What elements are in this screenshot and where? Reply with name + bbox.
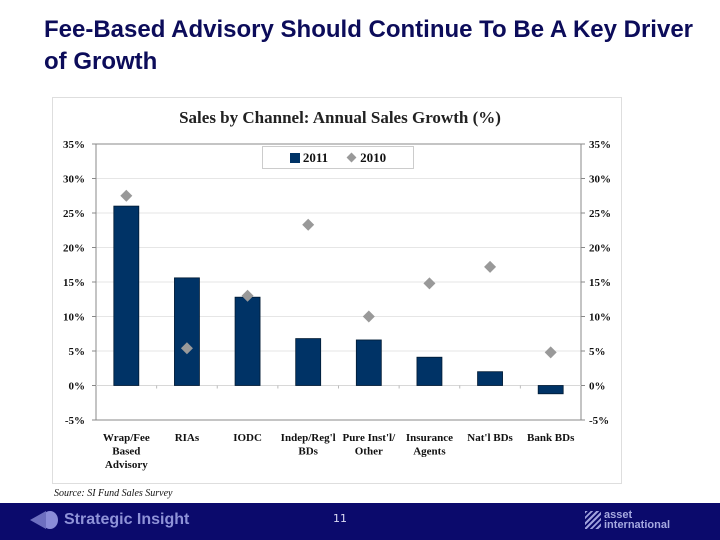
y-tick-label-left: 25%	[63, 208, 85, 220]
marker-2010	[362, 310, 375, 323]
y-tick-label-right: 35%	[589, 139, 611, 151]
marker-2010	[544, 346, 557, 359]
x-category-label: Insurance	[406, 432, 453, 444]
asset-international-logo: asset international	[585, 509, 671, 531]
bar-2011	[295, 338, 322, 386]
bar-2011	[113, 205, 140, 386]
arrow-logo-icon	[30, 511, 46, 529]
y-tick-label-left: 20%	[63, 243, 85, 255]
x-category-label: RIAs	[175, 432, 200, 444]
bar-2011	[416, 356, 443, 386]
marker-2010	[180, 342, 193, 355]
legend-swatch-bar-icon	[289, 152, 300, 163]
bars-2011	[113, 205, 564, 395]
legend-item-2011: 2011	[289, 149, 329, 166]
y-tick-label-left: 5%	[69, 346, 86, 358]
x-category-label: Advisory	[105, 459, 148, 471]
x-category-label: Wrap/Fee	[103, 432, 150, 444]
legend-swatch-diamond-icon	[346, 152, 357, 163]
x-category-label: BDs	[298, 446, 318, 458]
y-tick-label-right: 30%	[589, 174, 611, 186]
bar-2011	[234, 296, 261, 386]
bar-2011	[355, 339, 382, 386]
y-tick-label-right: 10%	[589, 312, 611, 324]
bar-2011	[537, 385, 564, 395]
legend-label-2010: 2010	[360, 149, 387, 165]
y-tick-label-right: 20%	[589, 243, 611, 255]
marker-2010	[120, 189, 133, 202]
chart-legend: 2011 2010	[262, 146, 414, 169]
slide-title: Fee-Based Advisory Should Continue To Be…	[44, 16, 694, 75]
y-tick-label-right: 25%	[589, 208, 611, 220]
disc-logo-icon	[42, 511, 58, 529]
x-category-label: Agents	[413, 446, 446, 458]
legend-item-2010: 2010	[346, 149, 387, 166]
footer-bar: Strategic Insight 11 asset international	[0, 503, 720, 540]
x-category-label: Pure Inst'l/	[342, 432, 396, 444]
source-note: Source: SI Fund Sales Survey	[54, 488, 173, 499]
y-axis-left-labels: 35% 30% 25% 20% 15% 10% 5% 0% -5%	[63, 139, 85, 427]
x-category-label: Nat'l BDs	[467, 432, 513, 444]
x-category-label: IODC	[233, 432, 262, 444]
marker-2010	[241, 289, 254, 302]
bar-2011	[174, 277, 200, 386]
y-axis-right-labels: 35% 30% 25% 20% 15% 10% 5% 0% -5%	[589, 139, 611, 427]
asset-text: asset	[604, 509, 633, 521]
strategic-insight-logo: Strategic Insight	[30, 511, 189, 529]
x-category-label: Based	[112, 446, 140, 458]
y-tick-label-left: -5%	[65, 415, 85, 427]
strategic-insight-text: Strategic Insight	[64, 511, 190, 528]
gridlines	[96, 178, 581, 386]
page-number: 11	[333, 512, 347, 525]
y-tick-label-right: 0%	[589, 381, 606, 393]
marker-2010	[302, 218, 315, 231]
y-tick-label-left: 30%	[63, 174, 85, 186]
international-text: international	[604, 519, 671, 531]
legend-label-2011: 2011	[302, 149, 329, 165]
asset-international-text: asset international	[604, 509, 671, 531]
y-tick-label-right: 15%	[589, 277, 611, 289]
y-tick-label-left: 0%	[69, 381, 86, 393]
marker-2010	[423, 277, 436, 290]
y-tick-label-right: -5%	[589, 415, 609, 427]
marker-2010	[484, 260, 497, 273]
y-tick-label-left: 10%	[63, 312, 85, 324]
ai-logo-icon	[585, 511, 601, 529]
x-category-label: Indep/Reg'l	[281, 432, 336, 444]
x-category-label: Bank BDs	[527, 432, 575, 444]
y-tick-label-right: 5%	[589, 346, 606, 358]
x-category-label: Other	[355, 446, 383, 458]
y-tick-label-left: 35%	[63, 139, 85, 151]
markers-2010	[120, 189, 557, 359]
chart-title: Sales by Channel: Annual Sales Growth (%…	[179, 108, 501, 127]
y-tick-label-left: 15%	[63, 277, 85, 289]
bar-2011	[477, 371, 503, 386]
